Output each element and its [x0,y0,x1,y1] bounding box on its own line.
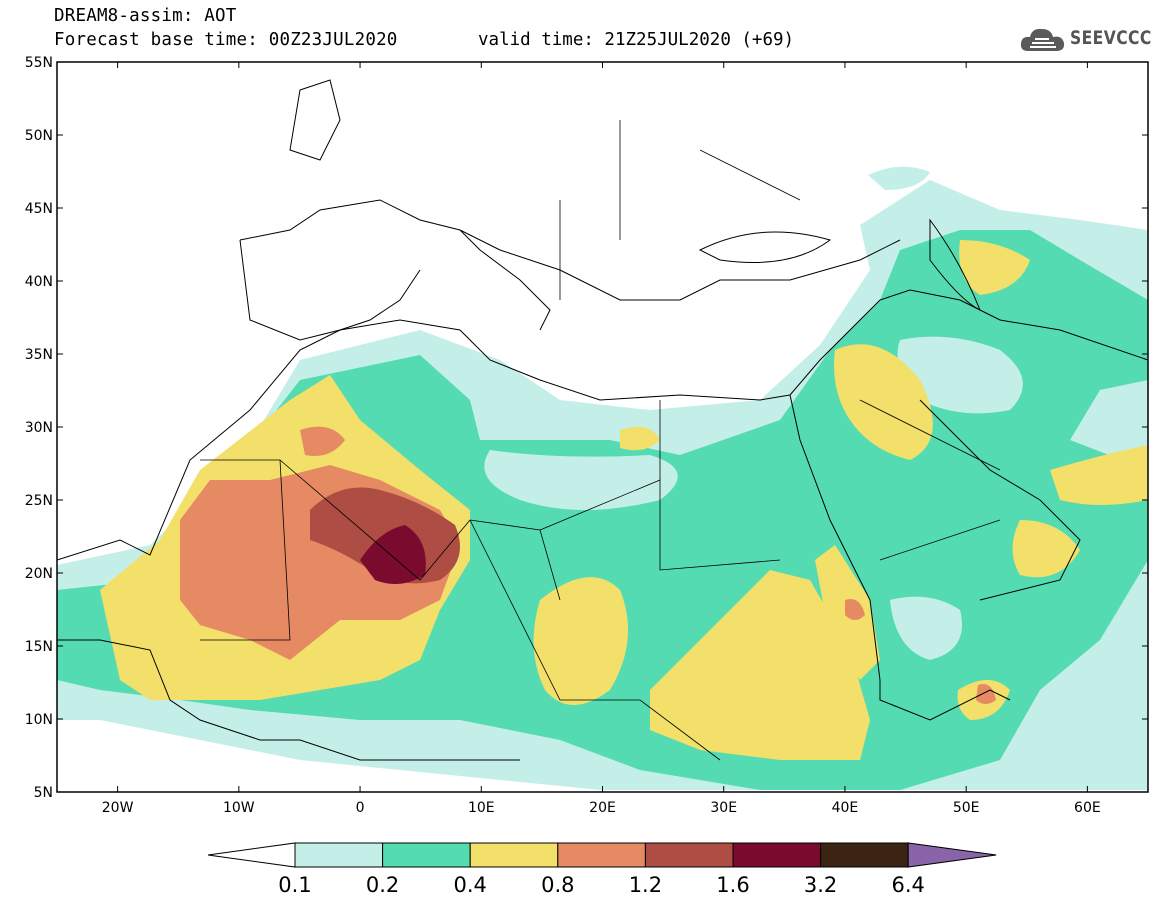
lat-tick-label: 55N [25,55,53,71]
aot-clear-0.2 [897,336,1023,414]
aot-contour-0.4 [834,344,933,460]
forecast-base-time: Forecast base time: 00Z23JUL2020 [54,30,398,50]
lat-tick-label: 5N [34,785,53,801]
coastlines [57,79,1148,761]
aot-contour-0.4 [533,577,628,705]
aot-contour-0.8 [845,599,865,620]
lat-tick-label: 30N [25,420,53,436]
colorbar-over-triangle [907,842,997,868]
coastline-africa [57,319,791,561]
colorbar-label: 0.8 [541,873,574,897]
lat-tick-label: 15N [25,639,53,655]
aot-contour-0.4 [1050,445,1148,505]
aot-clear-0.2 [890,596,962,660]
lon-tick-label: 50E [953,800,980,816]
coastline-italy [459,229,551,331]
colorbar-segment [382,842,471,868]
aot-clear-0.2 [484,450,678,510]
aot-contour-0.4 [1012,520,1080,578]
colorbar-label: 0.1 [278,873,311,897]
lon-tick-label: 60E [1074,800,1101,816]
lon-tick-label: 20E [589,800,616,816]
lon-tick-label: 10W [223,800,255,816]
lat-tick-label: 20N [25,566,53,582]
lat-tick-label: 40N [25,274,53,290]
coastline-west-africa [57,639,520,761]
coastline-red-sea [789,394,1011,721]
colorbar-segment [469,842,559,868]
longitude-axis: 20W 10W 0 10E 20E 30E 40E 50E 60E [102,62,1101,816]
cloud-icon [1020,28,1065,51]
colorbar-segment [294,842,384,868]
colorbar-label: 6.4 [891,873,924,897]
lat-tick-label: 45N [25,201,53,217]
coastline-caspian [929,218,981,312]
aot-contour-1.6 [360,525,426,584]
colorbar-segment [644,842,734,868]
lat-tick-label: 25N [25,493,53,509]
latitude-axis: 55N 50N 45N 40N 35N 30N 25N 20N 15N 10N 5N [25,55,1148,801]
aot-contour-0.4 [650,570,870,760]
country-borders [200,120,1001,761]
colorbar: 0.1 0.2 0.4 0.8 1.2 1.6 3.2 6.4 [207,842,997,897]
lat-tick-label: 35N [25,347,53,363]
colorbar-label: 3.2 [804,873,837,897]
colorbar-segment [557,842,646,868]
aot-contour-0.4 [620,426,660,451]
lat-tick-label: 50N [25,128,53,144]
lon-tick-label: 0 [356,800,365,816]
seevccc-logo: SEEVCCC [1018,23,1158,55]
logo-text: SEEVCCC [1070,27,1152,49]
colorbar-label: 1.6 [716,873,749,897]
coastline-europe [239,199,901,301]
coastline-gulf [919,399,1081,601]
colorbar-segment [732,842,822,868]
coastline-black-sea [698,231,832,263]
lon-tick-label: 10E [468,800,495,816]
lon-tick-label: 20W [102,800,134,816]
coastline-iberia [239,239,421,341]
valid-time: valid time: 21Z25JUL2020 (+69) [478,30,795,50]
colorbar-label: 0.2 [366,873,399,897]
map-title: DREAM8-assim: AOT [54,6,237,26]
colorbar-segment [820,842,909,868]
aot-field [57,166,1148,790]
aot-contour-0.4 [959,240,1030,295]
coastline-arabia [789,289,1148,396]
aot-contour-0.8 [300,426,345,456]
colorbar-label: 0.4 [453,873,486,897]
colorbar-label: 1.2 [629,873,662,897]
lon-tick-label: 40E [832,800,859,816]
lon-tick-label: 30E [710,800,737,816]
lat-tick-label: 10N [25,712,53,728]
colorbar-under-triangle [207,842,296,868]
aot-contour-0.8 [976,684,996,704]
aot-contour-0.1 [868,166,930,190]
coastline-britain [289,79,341,161]
